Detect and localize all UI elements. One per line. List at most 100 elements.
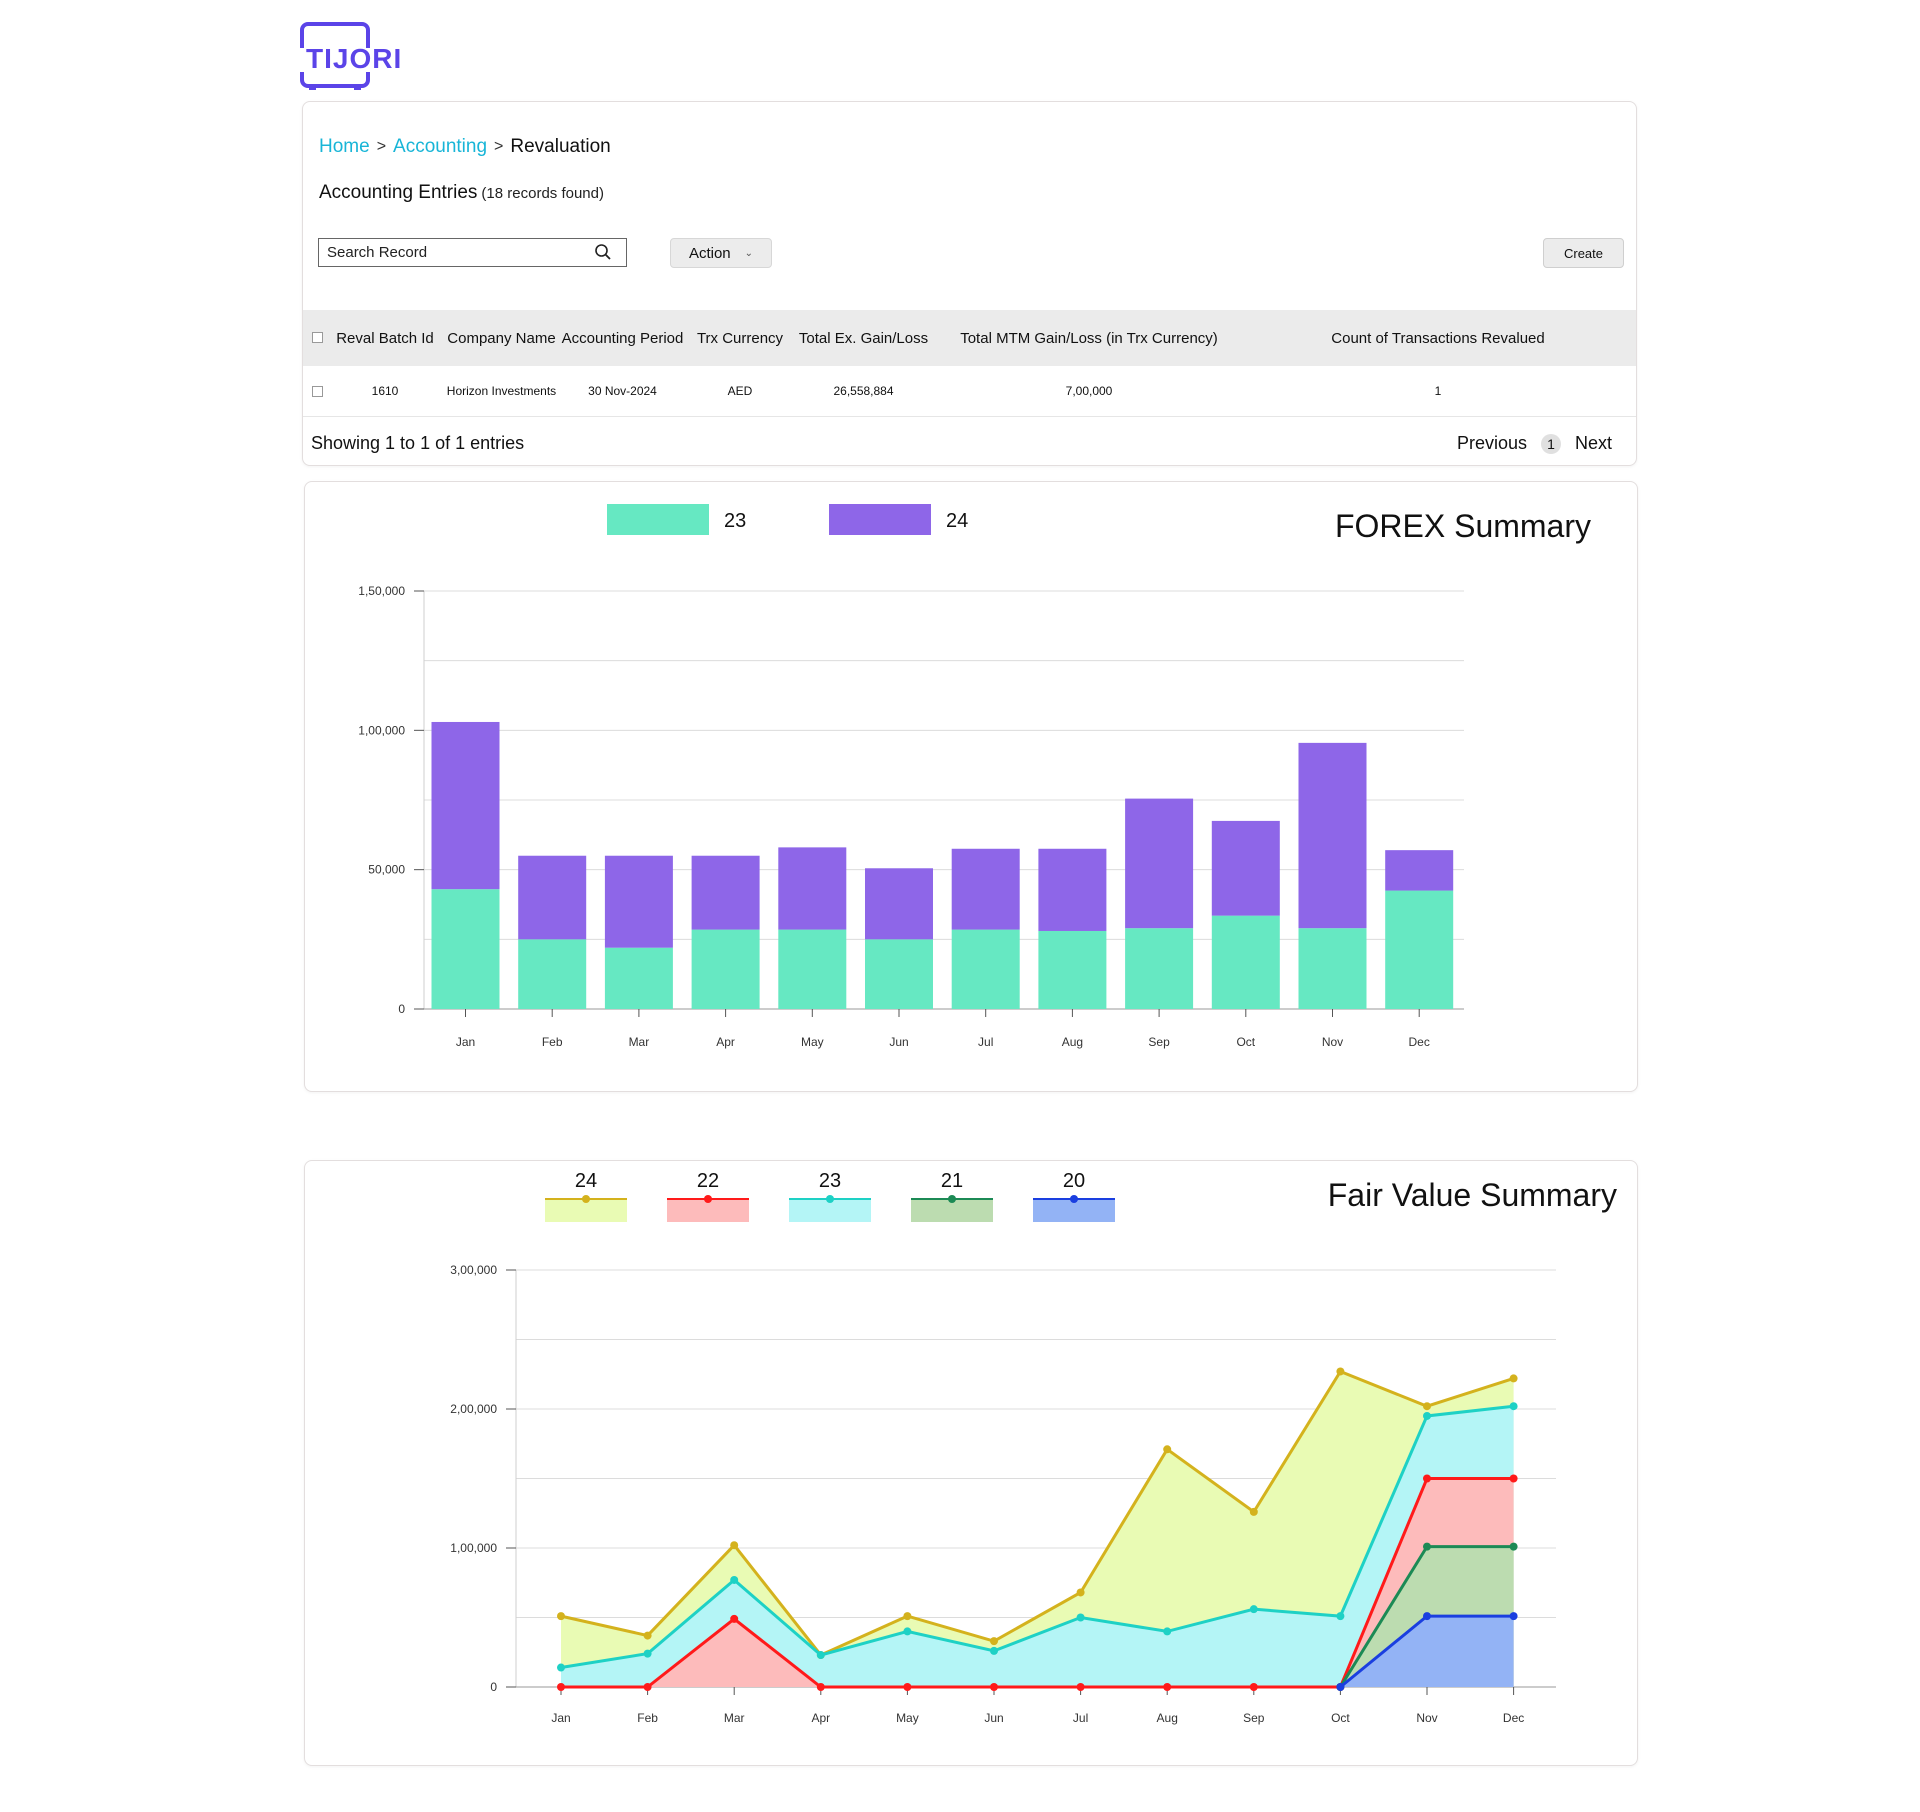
breadcrumb-current: Revaluation (510, 136, 611, 157)
x-tick-label: Oct (1331, 1711, 1350, 1725)
forex-summary-panel: FOREX Summary 0 50,000 1,00,000 1,50,000 Jan… (304, 481, 1638, 1092)
y-tick-label: 0 (398, 1002, 405, 1016)
point-21-nov (1423, 1542, 1431, 1551)
line-series-24 (560, 1369, 1515, 1657)
column-header-accounting-period[interactable]: Accounting Period (561, 329, 684, 347)
point-22-dec (1509, 1474, 1518, 1483)
point-24-dec (1509, 1374, 1518, 1383)
table-header: Reval Batch Id Company Name Accounting P… (303, 310, 1636, 366)
point-23-dec (1509, 1402, 1518, 1411)
point-22-may (903, 1683, 912, 1691)
point-20-dec (1509, 1612, 1518, 1621)
entries-summary: Showing 1 to 1 of 1 entries (311, 433, 525, 453)
legend-marker-23 (826, 1195, 834, 1203)
point-24-jun (990, 1637, 998, 1646)
search-box[interactable] (318, 238, 627, 267)
column-header-total-ex-gain-loss[interactable]: Total Ex. Gain/Loss (798, 329, 929, 347)
x-tick-label: Jan (551, 1711, 570, 1725)
pagination: Previous 1 Next (1457, 433, 1612, 454)
legend-marker-20 (1070, 1195, 1078, 1203)
bar-24-jun (865, 868, 933, 940)
x-tick-label: May (801, 1035, 824, 1049)
legend-marker-22 (704, 1195, 712, 1203)
legend-label: 22 (697, 1170, 719, 1192)
point-23-jan (557, 1663, 565, 1672)
point-24-jan (557, 1612, 565, 1621)
point-24-feb (643, 1631, 652, 1640)
column-header-count-of-transactions[interactable]: Count of Transactions Revalued (1331, 329, 1545, 347)
area-series-20 (1340, 1616, 1514, 1687)
line-series-22 (561, 1477, 1514, 1689)
breadcrumb-accounting-link[interactable]: Accounting (393, 136, 488, 157)
point-22-apr (816, 1683, 825, 1691)
bar-23-may (778, 929, 847, 1009)
column-header-reval-batch-id[interactable]: Reval Batch Id (336, 329, 434, 347)
action-dropdown[interactable]: Action ⌄ (670, 238, 772, 268)
create-button[interactable]: Create (1543, 238, 1624, 268)
previous-page-button[interactable]: Previous (1456, 433, 1527, 453)
y-tick-label: 1,50,000 (358, 584, 405, 598)
breadcrumb-separator: > (376, 138, 387, 155)
legend-label: 20 (1063, 1170, 1085, 1192)
point-23-oct (1336, 1612, 1345, 1621)
bar-23-jun (865, 939, 933, 1009)
point-23-jun (990, 1646, 998, 1655)
column-header-company-name[interactable]: Company Name (447, 329, 556, 347)
y-tick-label: 3,00,000 (450, 1263, 497, 1277)
x-tick-label: Jul (1073, 1711, 1088, 1725)
point-22-jun (990, 1683, 998, 1691)
x-tick-label: Jan (456, 1035, 475, 1049)
legend-marker-21 (948, 1195, 956, 1203)
next-page-button[interactable]: Next (1574, 433, 1612, 453)
cell-total-ex-gain-loss: 26,558,884 (833, 384, 894, 398)
search-icon[interactable] (594, 243, 612, 261)
x-tick-label: Oct (1236, 1035, 1255, 1049)
bar-23-aug (1038, 930, 1107, 1009)
select-all-checkbox[interactable] (312, 332, 323, 343)
point-22-feb (643, 1683, 652, 1691)
column-header-trx-currency[interactable]: Trx Currency (696, 329, 784, 347)
point-23-sep (1249, 1605, 1258, 1614)
chevron-down-icon: ⌄ (744, 247, 754, 259)
bar-23-nov (1298, 928, 1367, 1009)
table-row[interactable]: 1610 Horizon Investments 30 Nov-2024 AED… (303, 366, 1636, 417)
legend-swatch-24 (829, 504, 931, 535)
y-tick-label: 2,00,000 (450, 1402, 497, 1416)
x-tick-label: Feb (637, 1711, 658, 1725)
legend-swatch-23 (607, 504, 709, 535)
bar-24-may (778, 847, 847, 930)
page-number-button[interactable]: 1 (1540, 433, 1561, 454)
y-tick-label: 1,00,000 (450, 1541, 497, 1555)
chart-title: FOREX Summary (1334, 508, 1591, 544)
cell-accounting-period: 30 Nov-2024 (588, 384, 657, 398)
tijori-logo-mark: TIJORI (300, 22, 412, 90)
fair-value-summary-panel: Fair Value Summary 0 1,00,000 2,00,000 3,00… (304, 1160, 1638, 1766)
point-23-mar (730, 1575, 739, 1584)
cell-count-of-transactions: 1 (1434, 384, 1442, 398)
bar-23-dec (1385, 890, 1454, 1009)
point-22-nov (1423, 1474, 1431, 1483)
x-tick-label: Sep (1243, 1711, 1265, 1725)
legend-label: 24 (575, 1170, 597, 1192)
bar-24-nov (1298, 742, 1367, 929)
column-header-total-mtm-gain-loss[interactable]: Total MTM Gain/Loss (in Trx Currency) (960, 329, 1218, 347)
bar-23-feb (518, 939, 587, 1009)
row-checkbox[interactable] (312, 386, 323, 397)
page-title: Accounting Entries (18 records found) (319, 182, 604, 204)
point-24-jul (1076, 1588, 1085, 1597)
tijori-logo[interactable]: TIJORI (300, 22, 412, 92)
area-series-24 (561, 1371, 1514, 1687)
line-series-23 (560, 1404, 1514, 1670)
bar-24-aug (1038, 848, 1107, 931)
x-tick-label: Feb (542, 1035, 563, 1049)
entries-table: Reval Batch Id Company Name Accounting P… (303, 310, 1636, 417)
bar-24-oct (1211, 820, 1280, 916)
point-21-dec (1509, 1542, 1518, 1551)
legend-label: 24 (946, 510, 968, 532)
bar-24-dec (1385, 850, 1454, 891)
breadcrumb-home-link[interactable]: Home (319, 136, 370, 157)
x-tick-label: Mar (724, 1711, 745, 1725)
search-input[interactable] (327, 244, 587, 261)
x-tick-label: Nov (1322, 1035, 1343, 1049)
point-22-sep (1249, 1683, 1258, 1691)
